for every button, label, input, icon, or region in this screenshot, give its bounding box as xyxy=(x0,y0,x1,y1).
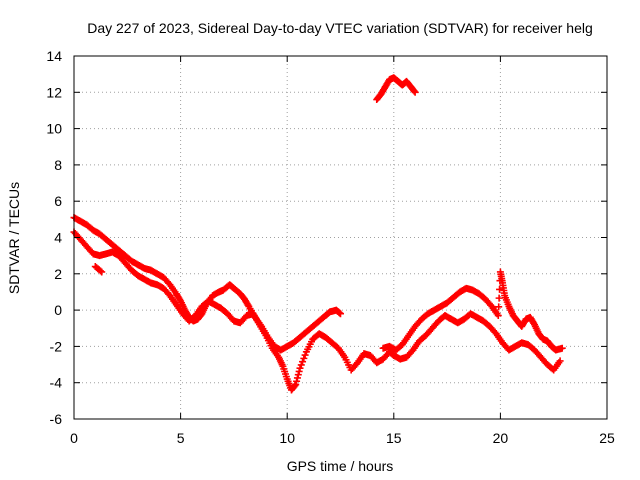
data-point xyxy=(292,381,300,389)
data-point xyxy=(294,371,302,379)
data-point xyxy=(495,303,503,311)
data-point xyxy=(299,358,307,366)
chart-title: Day 227 of 2023, Sidereal Day-to-day VTE… xyxy=(87,20,593,36)
data-point xyxy=(291,382,299,390)
data-point xyxy=(301,351,309,359)
data-layer xyxy=(70,74,566,394)
x-tick-label: 25 xyxy=(599,430,615,446)
data-point xyxy=(496,285,504,293)
data-point xyxy=(295,367,303,375)
plot-frame xyxy=(73,55,608,420)
data-point xyxy=(293,374,301,382)
data-point xyxy=(495,294,503,302)
tick-layer: 0 5 10 15 20 25 -6 -4 -2 0 2 4 6 8 10 12 14 xyxy=(46,48,615,446)
frame-layer xyxy=(73,55,608,420)
x-tick-label: 10 xyxy=(279,430,295,446)
y-tick-label: -4 xyxy=(50,375,63,391)
grid-layer xyxy=(74,56,607,419)
y-tick-label: 10 xyxy=(46,121,62,137)
data-point xyxy=(296,364,304,372)
data-point xyxy=(556,357,564,365)
y-tick-label: 4 xyxy=(54,230,62,246)
data-point xyxy=(96,267,104,275)
y-axis-label: SDTVAR / TECUs xyxy=(6,182,22,294)
x-tick-label: 0 xyxy=(70,430,78,446)
x-tick-label: 20 xyxy=(493,430,509,446)
data-point xyxy=(494,312,502,320)
x-tick-label: 15 xyxy=(386,430,402,446)
data-point xyxy=(244,301,252,309)
y-tick-label: 2 xyxy=(54,266,62,282)
x-tick-label: 5 xyxy=(177,430,185,446)
data-point xyxy=(411,88,419,96)
data-point xyxy=(337,310,344,318)
y-tick-label: 0 xyxy=(54,302,62,318)
y-tick-label: -2 xyxy=(50,338,63,354)
data-point xyxy=(410,87,418,95)
y-tick-label: 8 xyxy=(54,157,62,173)
data-series xyxy=(379,268,566,354)
data-series xyxy=(70,228,564,394)
x-axis-label: GPS time / hours xyxy=(287,458,394,474)
data-point xyxy=(297,361,305,369)
data-point xyxy=(558,344,566,352)
data-series xyxy=(91,74,419,276)
y-tick-label: 14 xyxy=(46,48,62,64)
data-point xyxy=(98,268,106,276)
data-point xyxy=(300,354,308,362)
data-series xyxy=(70,214,344,354)
y-tick-label: -6 xyxy=(50,411,63,427)
y-tick-label: 12 xyxy=(46,84,62,100)
y-tick-label: 6 xyxy=(54,193,62,209)
data-point xyxy=(293,377,301,385)
